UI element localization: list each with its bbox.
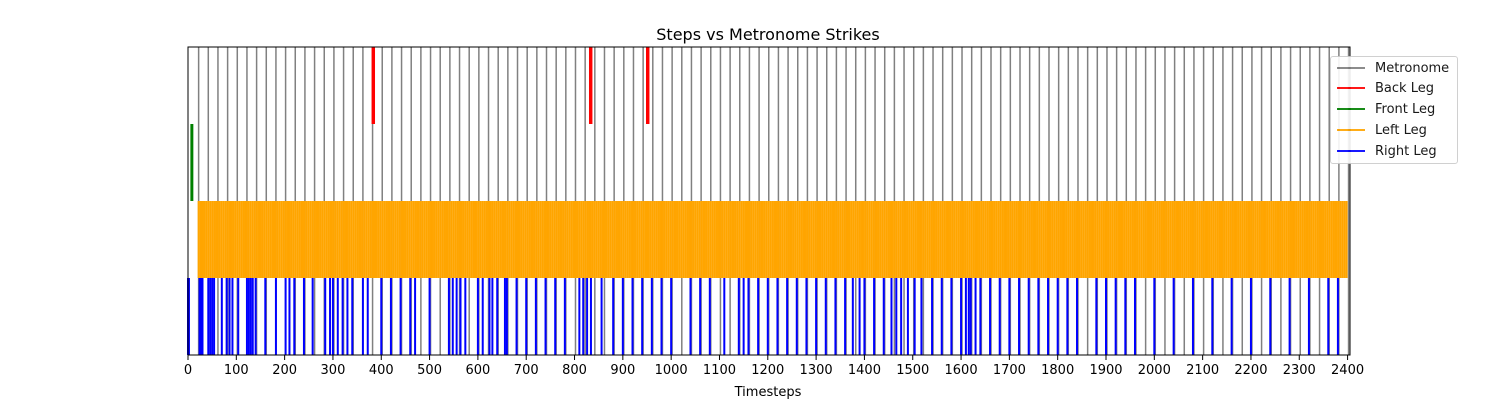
legend-item-left-leg: Left Leg <box>1337 122 1427 138</box>
chart-title: Steps vs Metronome Strikes <box>656 25 879 44</box>
x-tick-label: 2200 <box>1234 363 1267 378</box>
legend-swatch-metronome <box>1337 67 1365 69</box>
x-tick-label: 1500 <box>896 363 929 378</box>
x-tick-label: 1400 <box>848 363 881 378</box>
legend-item-right-leg: Right Leg <box>1337 143 1437 159</box>
x-tick-label: 1100 <box>703 363 736 378</box>
x-axis: 0 100 200 300 400 500 600 700 800 900 1000 1100 1200… <box>184 355 1364 378</box>
legend-item-back-leg: Back Leg <box>1337 80 1434 96</box>
legend-label-right-leg: Right Leg <box>1375 143 1437 159</box>
events-layer <box>187 47 1350 355</box>
legend-label-metronome: Metronome <box>1375 60 1450 76</box>
legend-label-back-leg: Back Leg <box>1375 80 1434 96</box>
x-tick-label: 2300 <box>1283 363 1316 378</box>
legend-label-left-leg: Left Leg <box>1375 122 1427 138</box>
x-tick-label: 1700 <box>993 363 1026 378</box>
legend-swatch-back-leg <box>1337 87 1365 89</box>
x-tick-label: 800 <box>562 363 587 378</box>
legend: Metronome Back Leg Front Leg Left Leg Ri… <box>1330 56 1458 164</box>
legend-swatch-right-leg <box>1337 150 1365 152</box>
x-tick-label: 500 <box>417 363 442 378</box>
x-tick-label: 100 <box>224 363 249 378</box>
legend-item-front-leg: Front Leg <box>1337 101 1435 117</box>
x-tick-label: 400 <box>369 363 394 378</box>
x-tick-label: 0 <box>184 363 192 378</box>
legend-swatch-front-leg <box>1337 108 1365 110</box>
x-tick-label: 1200 <box>751 363 784 378</box>
legend-label-front-leg: Front Leg <box>1375 101 1436 117</box>
plot-frame <box>187 46 1351 356</box>
x-tick-label: 1000 <box>655 363 688 378</box>
x-tick-label: 700 <box>514 363 539 378</box>
x-tick-label: 2400 <box>1331 363 1364 378</box>
x-tick-label: 1300 <box>800 363 833 378</box>
x-axis-label: Timesteps <box>734 385 802 400</box>
x-tick-label: 1600 <box>945 363 978 378</box>
x-tick-label: 900 <box>610 363 635 378</box>
legend-item-metronome: Metronome <box>1337 60 1449 76</box>
legend-swatch-left-leg <box>1337 129 1365 131</box>
x-tick-label: 2000 <box>1138 363 1171 378</box>
x-tick-label: 300 <box>321 363 346 378</box>
x-tick-label: 600 <box>465 363 490 378</box>
x-tick-label: 200 <box>272 363 297 378</box>
x-tick-label: 2100 <box>1186 363 1219 378</box>
x-tick-label: 1900 <box>1089 363 1122 378</box>
x-tick-label: 1800 <box>1041 363 1074 378</box>
